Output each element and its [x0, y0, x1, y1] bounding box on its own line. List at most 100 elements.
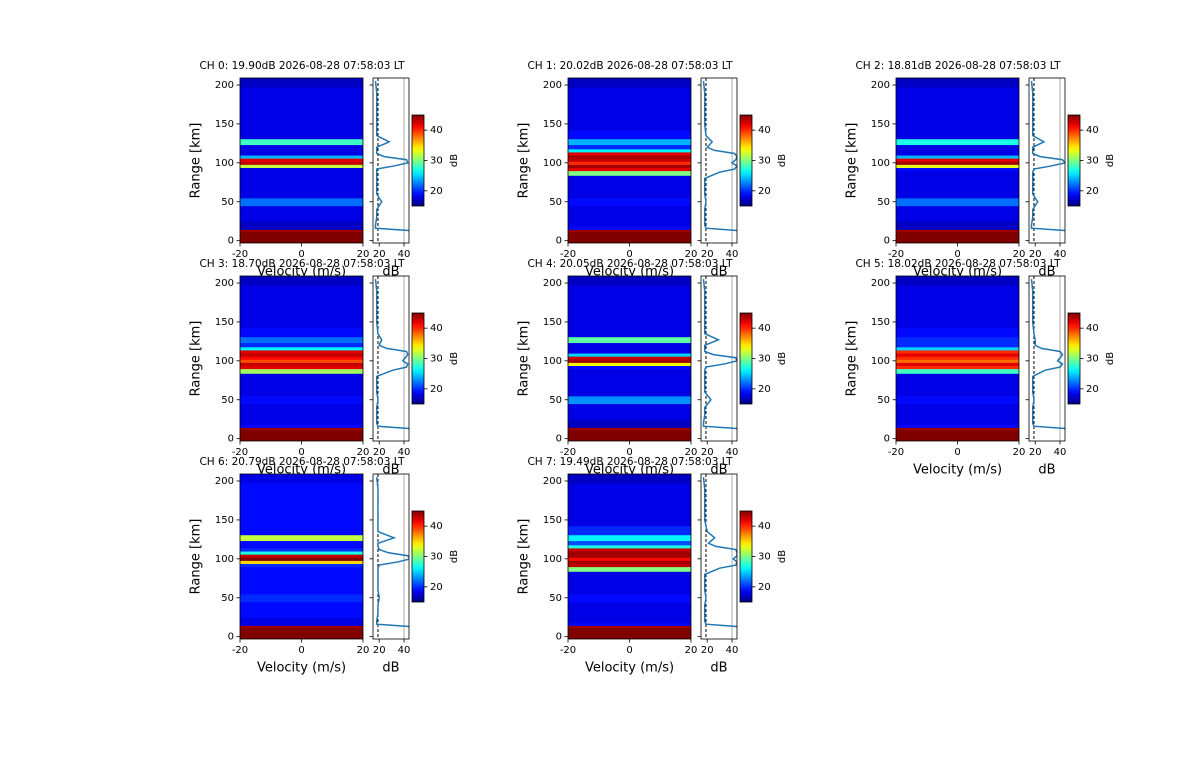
heatmap-cell: [568, 627, 691, 632]
colorbar-tick-label: 40: [758, 125, 771, 136]
profile-frame: [700, 275, 738, 442]
heatmap-cell: [568, 161, 691, 165]
profile-plot: [702, 78, 737, 243]
heatmap-cell: [896, 100, 1019, 117]
heatmap: [240, 474, 363, 639]
heatmap-cell: [896, 226, 1019, 230]
heatmap-cell: [240, 560, 363, 565]
heatmap-cell: [240, 346, 363, 351]
heatmap-cell: [896, 182, 1019, 191]
colorbar-tick-label: 40: [430, 125, 443, 136]
heatmap-cell: [568, 359, 691, 363]
y-tick-label: 0: [884, 236, 890, 247]
y-tick-label: 50: [221, 395, 234, 406]
panel-title: CH 0: 19.90dB 2026-08-28 07:58:03 LT: [199, 60, 405, 72]
y-axis-label: Range [km]: [845, 123, 860, 199]
y-tick-label: 100: [543, 554, 562, 565]
heatmap-cell: [568, 190, 691, 199]
heatmap-cell: [896, 314, 1019, 329]
x-tick-label: 40: [726, 249, 739, 260]
colorbar-label: dB: [777, 352, 788, 365]
heatmap-cell: [896, 353, 1019, 357]
heatmap-cell: [568, 474, 691, 484]
heatmap-cell: [568, 368, 691, 374]
heatmap-cell: [240, 362, 363, 367]
heatmap-cell: [568, 151, 691, 156]
x-tick-label: -20: [888, 447, 904, 458]
heatmap-cell: [568, 544, 691, 549]
x-tick-label: 0: [298, 249, 304, 260]
heatmap-cell: [568, 634, 691, 639]
heatmap-cell: [568, 231, 691, 236]
x-tick-label: 0: [954, 447, 960, 458]
x-axis-label: dB: [1038, 463, 1055, 478]
heatmap-cell: [568, 213, 691, 222]
heatmap-cell: [240, 373, 363, 381]
profile-frame: [372, 275, 410, 442]
y-tick-label: 150: [871, 317, 890, 328]
heatmap-cell: [568, 432, 691, 438]
colorbar-label: dB: [777, 550, 788, 563]
profile-frame: [1028, 275, 1066, 442]
heatmap-cell: [240, 630, 363, 636]
colorbar: [411, 312, 425, 405]
colorbar-label: dB: [777, 154, 788, 167]
x-tick-label: -20: [232, 645, 248, 656]
colorbar: [411, 510, 425, 603]
y-tick-label: 200: [543, 80, 562, 91]
colorbar-tick-label: 30: [758, 552, 771, 563]
profile-plot: [702, 276, 737, 441]
x-tick-label: 0: [626, 249, 632, 260]
heatmap-cell: [240, 424, 363, 428]
heatmap-cell: [896, 284, 1019, 300]
colorbar: [739, 114, 753, 207]
heatmap-cell: [896, 78, 1019, 88]
colorbar: [739, 312, 753, 405]
y-tick-label: 100: [543, 158, 562, 169]
heatmap-cell: [568, 129, 691, 140]
colorbar-tick-label: 40: [1086, 323, 1099, 334]
heatmap-cell: [568, 100, 691, 117]
x-axis-label: dB: [382, 661, 399, 676]
heatmap-cell: [568, 197, 691, 207]
heatmap-cell: [240, 342, 363, 348]
colorbar: [1067, 312, 1081, 405]
heatmap-cell: [896, 356, 1019, 360]
x-tick-label: 40: [398, 249, 411, 260]
heatmap-cell: [240, 116, 363, 131]
heatmap-cell: [896, 138, 1019, 146]
heatmap-cell: [896, 155, 1019, 159]
heatmap-cell: [240, 586, 363, 595]
panel-title: CH 2: 18.81dB 2026-08-28 07:58:03 LT: [855, 60, 1061, 72]
heatmap-cell: [568, 411, 691, 420]
heatmap: [896, 276, 1019, 441]
heatmap-cell: [896, 395, 1019, 405]
heatmap-cell: [240, 496, 363, 513]
heatmap-cell: [240, 627, 363, 632]
heatmap-cell: [240, 557, 363, 561]
heatmap-cell: [568, 205, 691, 214]
heatmap-cell: [568, 424, 691, 428]
heatmap-cell: [568, 601, 691, 610]
x-tick-label: 40: [1054, 249, 1067, 260]
heatmap-cell: [896, 151, 1019, 156]
heatmap-cell: [240, 155, 363, 159]
heatmap-cell: [240, 314, 363, 329]
heatmap-cell: [896, 327, 1019, 338]
heatmap-cell: [240, 138, 363, 146]
heatmap-cell: [240, 161, 363, 165]
colorbar-tick-label: 20: [1086, 384, 1099, 395]
y-tick-label: 0: [556, 236, 562, 247]
heatmap-cell: [240, 327, 363, 338]
x-tick-label: 40: [1054, 447, 1067, 458]
heatmap-cell: [240, 544, 363, 549]
colorbar-tick-label: 30: [1086, 354, 1099, 365]
panel-title: CH 3: 18.70dB 2026-08-28 07:58:03 LT: [199, 258, 405, 270]
heatmap-cell: [896, 116, 1019, 131]
x-tick-label: 20: [1013, 447, 1026, 458]
profile-frame: [700, 473, 738, 640]
y-tick-label: 200: [543, 278, 562, 289]
profile-line: [1030, 279, 1065, 431]
heatmap: [568, 78, 691, 243]
